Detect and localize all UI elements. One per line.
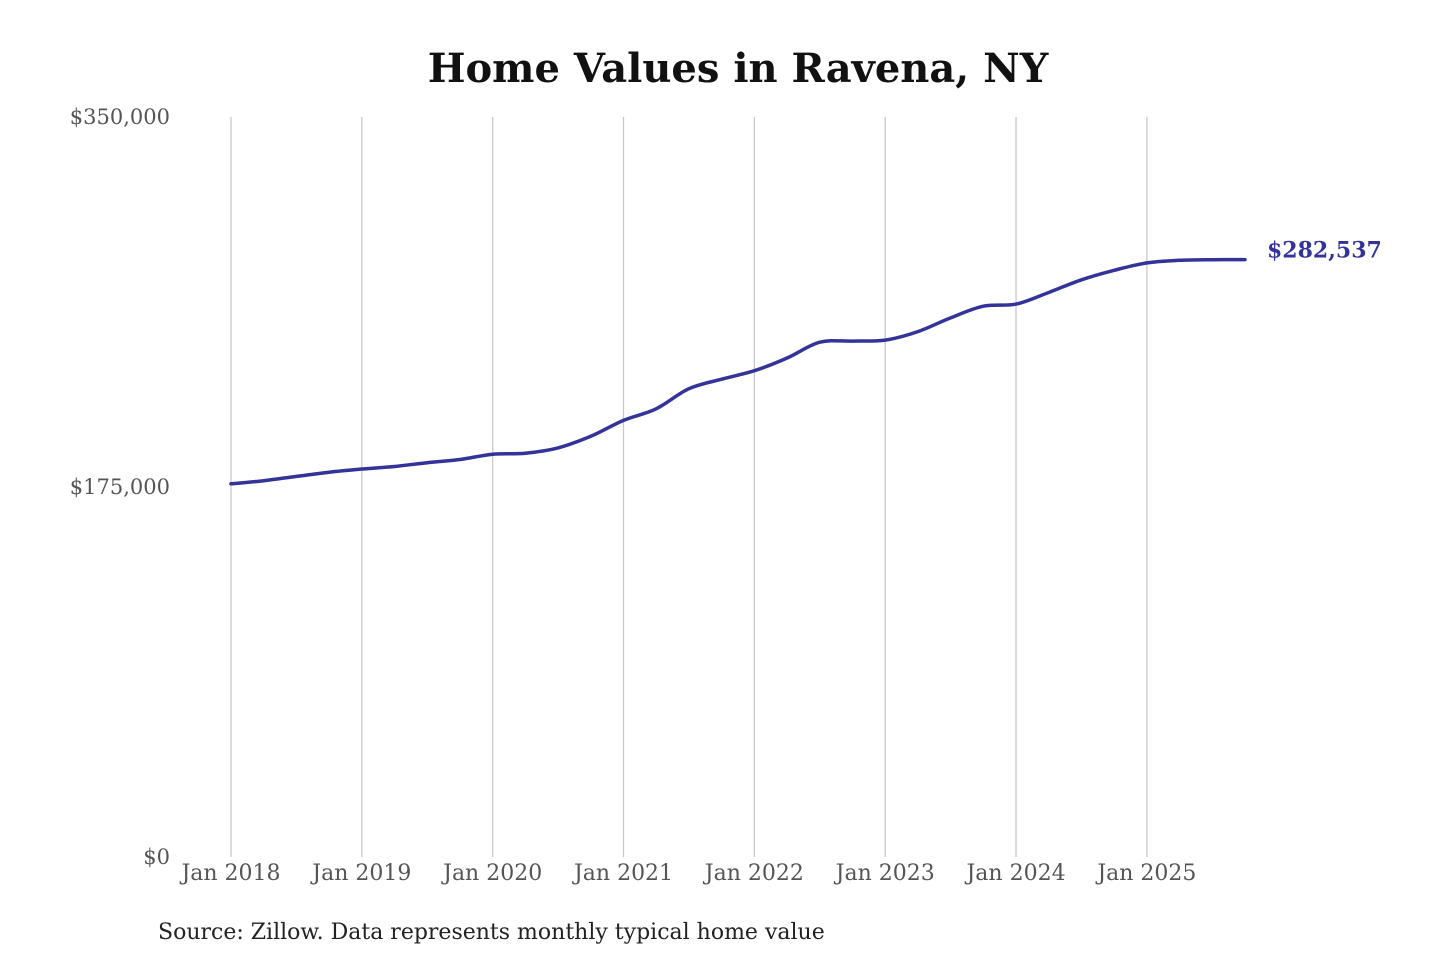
x-tick-label: Jan 2024 [964,861,1065,886]
x-tick-label: Jan 2023 [834,861,935,886]
x-tick-label: Jan 2020 [441,861,542,886]
source-note: Source: Zillow. Data represents monthly … [158,920,825,945]
x-tick-label: Jan 2022 [703,861,804,886]
y-tick-label: $350,000 [70,105,170,129]
x-tick-label: Jan 2021 [572,861,673,886]
chart-title: Home Values in Ravena, NY [428,45,1049,92]
x-tick-label: Jan 2018 [179,861,280,886]
x-tick-label: Jan 2019 [310,861,411,886]
y-tick-label: $175,000 [70,475,170,499]
latest-value-label: $282,537 [1267,238,1382,264]
x-tick-label: Jan 2025 [1095,861,1196,886]
gridlines [230,117,1148,857]
y-tick-label: $0 [143,845,170,869]
home-value-series-line [229,257,1247,486]
y-axis-ticks: $0 $175,000 $350,000 [70,105,170,869]
x-axis-ticks: Jan 2018 Jan 2019 Jan 2020 Jan 2021 Jan 2022… [179,861,1196,886]
